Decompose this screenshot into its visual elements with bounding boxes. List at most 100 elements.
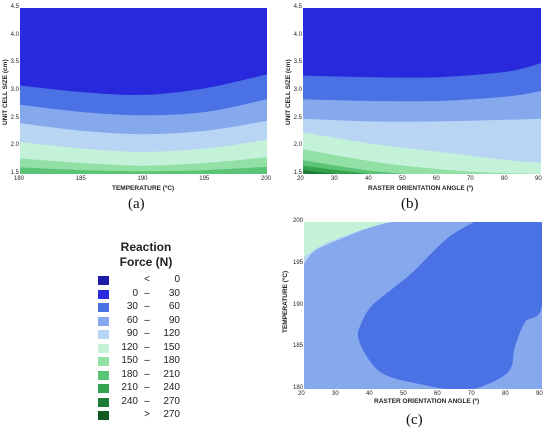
panel-a-caption: (a) (128, 196, 145, 212)
y-tick-label: 195 (292, 259, 303, 266)
legend-swatch (98, 316, 109, 326)
legend-title-line2: Force (N) (119, 255, 173, 269)
y-tick-label: 3.5 (293, 59, 302, 66)
legend-title-line1: Reaction (120, 240, 172, 254)
legend-swatch (98, 370, 109, 380)
legend-item: 210– 240 (86, 382, 206, 396)
y-tick-label: 4.0 (10, 31, 19, 38)
contour-band-210 (303, 165, 371, 174)
legend-operator: – (144, 355, 150, 366)
legend-swatch (98, 289, 109, 299)
panel-c-xlabel: RASTER ORIENTATION ANGLE (º) (374, 398, 480, 405)
legend-operator: < (144, 274, 150, 285)
legend-item: 0– 30 (86, 288, 206, 302)
x-tick-label: 30 (332, 391, 339, 397)
x-tick-label: 50 (399, 176, 406, 182)
legend-item: <0 (86, 274, 206, 288)
reaction-force-legend: Reaction Force (N) <0 0–30 30–60 60–90 90–12… (86, 240, 206, 423)
panel-c-contour-svg (304, 222, 542, 389)
x-tick-label: 60 (433, 176, 440, 182)
panel-a-xlabel: TEMPERATURE (ºC) (112, 185, 175, 192)
x-tick-label: 50 (400, 391, 407, 397)
y-tick-label: 4.0 (293, 31, 302, 38)
legend-lower: 90 (126, 328, 138, 339)
legend-upper: 270 (163, 395, 180, 407)
legend-upper: 240 (163, 382, 180, 393)
legend-lower: 210 (121, 382, 138, 393)
legend-swatch (98, 276, 109, 285)
y-tick-label: 3.0 (10, 87, 19, 93)
legend-upper: 150 (163, 341, 180, 353)
contour-band-240 (303, 170, 337, 174)
legend-swatch (98, 397, 109, 407)
y-tick-label: 1.5 (10, 170, 19, 176)
legend-upper: 120 (163, 328, 180, 339)
legend-lower: 30 (126, 301, 138, 312)
legend-swatch (98, 357, 109, 366)
x-tick-label: 70 (468, 391, 475, 397)
y-tick-label: 1.5 (293, 170, 302, 176)
legend-upper: 210 (163, 368, 180, 380)
panel-c-plot (304, 222, 542, 389)
contour-band-150 (20, 157, 267, 174)
panel-b-xlabel: RASTER ORIENTATION ANGLE (º) (368, 185, 474, 192)
panel-a-contour-svg (20, 8, 267, 174)
x-tick-label: 60 (434, 391, 441, 397)
y-tick-label: 2.5 (10, 114, 19, 121)
legend-rows: <0 0–30 30–60 60–90 90–120 120–150 150–180 180–… (86, 274, 206, 423)
contour-band-150 (303, 149, 541, 174)
x-tick-label: 40 (365, 176, 372, 182)
legend-operator: – (144, 341, 150, 353)
legend-operator: – (144, 287, 150, 299)
legend-upper: 270 (163, 409, 180, 420)
legend-lower: 180 (121, 368, 138, 380)
panel-a-plot (20, 8, 267, 174)
y-tick-label: 2.0 (10, 142, 19, 149)
x-tick-label: 70 (467, 176, 474, 182)
y-tick-label: 3.5 (10, 59, 19, 66)
x-tick-label: 90 (536, 391, 543, 397)
legend-item: >270 (86, 409, 206, 423)
legend-swatch (98, 303, 109, 312)
legend-item: 180– 210 (86, 369, 206, 383)
legend-item: 30– 60 (86, 301, 206, 315)
region-30-60 (357, 222, 542, 389)
panel-b-plot (303, 8, 541, 174)
y-tick-label: 200 (292, 218, 303, 224)
legend-upper: 180 (163, 355, 180, 366)
x-tick-label: 80 (501, 176, 508, 182)
legend-operator: – (144, 328, 150, 339)
y-tick-label: 4.5 (293, 4, 302, 10)
contour-band-180 (20, 166, 267, 174)
legend-item: 90– 120 (86, 328, 206, 342)
legend-item: 120– 150 (86, 342, 206, 356)
y-tick-label: 3.0 (293, 87, 302, 93)
legend-swatch (98, 343, 109, 353)
legend-swatch (98, 384, 109, 393)
y-tick-label: 190 (292, 301, 303, 308)
x-tick-label: 180 (14, 176, 25, 182)
legend-upper: 30 (168, 287, 180, 299)
legend-upper: 0 (174, 274, 180, 285)
legend-lower: 150 (121, 355, 138, 366)
legend-lower: 0 (132, 287, 138, 299)
panel-b-contour-svg (303, 8, 541, 174)
legend-operator: – (144, 395, 150, 407)
legend-operator: – (144, 382, 150, 393)
x-tick-label: 40 (366, 391, 373, 397)
panel-c-ylabel: TEMPERATURE (ºC) (282, 270, 289, 333)
legend-lower: 60 (126, 314, 138, 326)
y-tick-label: 2.0 (293, 142, 302, 149)
legend-operator: – (144, 314, 150, 326)
panel-a-ylabel: UNIT CELL SIZE (cm) (2, 59, 9, 125)
x-tick-label: 20 (297, 176, 304, 182)
legend-operator: – (144, 368, 150, 380)
x-tick-label: 195 (199, 176, 210, 182)
legend-item: 240– 270 (86, 396, 206, 410)
legend-operator: – (144, 301, 150, 312)
legend-lower: 120 (121, 341, 138, 353)
y-tick-label: 185 (292, 343, 303, 350)
x-tick-label: 200 (261, 176, 272, 182)
x-tick-label: 90 (535, 176, 542, 182)
legend-upper: 60 (168, 301, 180, 312)
